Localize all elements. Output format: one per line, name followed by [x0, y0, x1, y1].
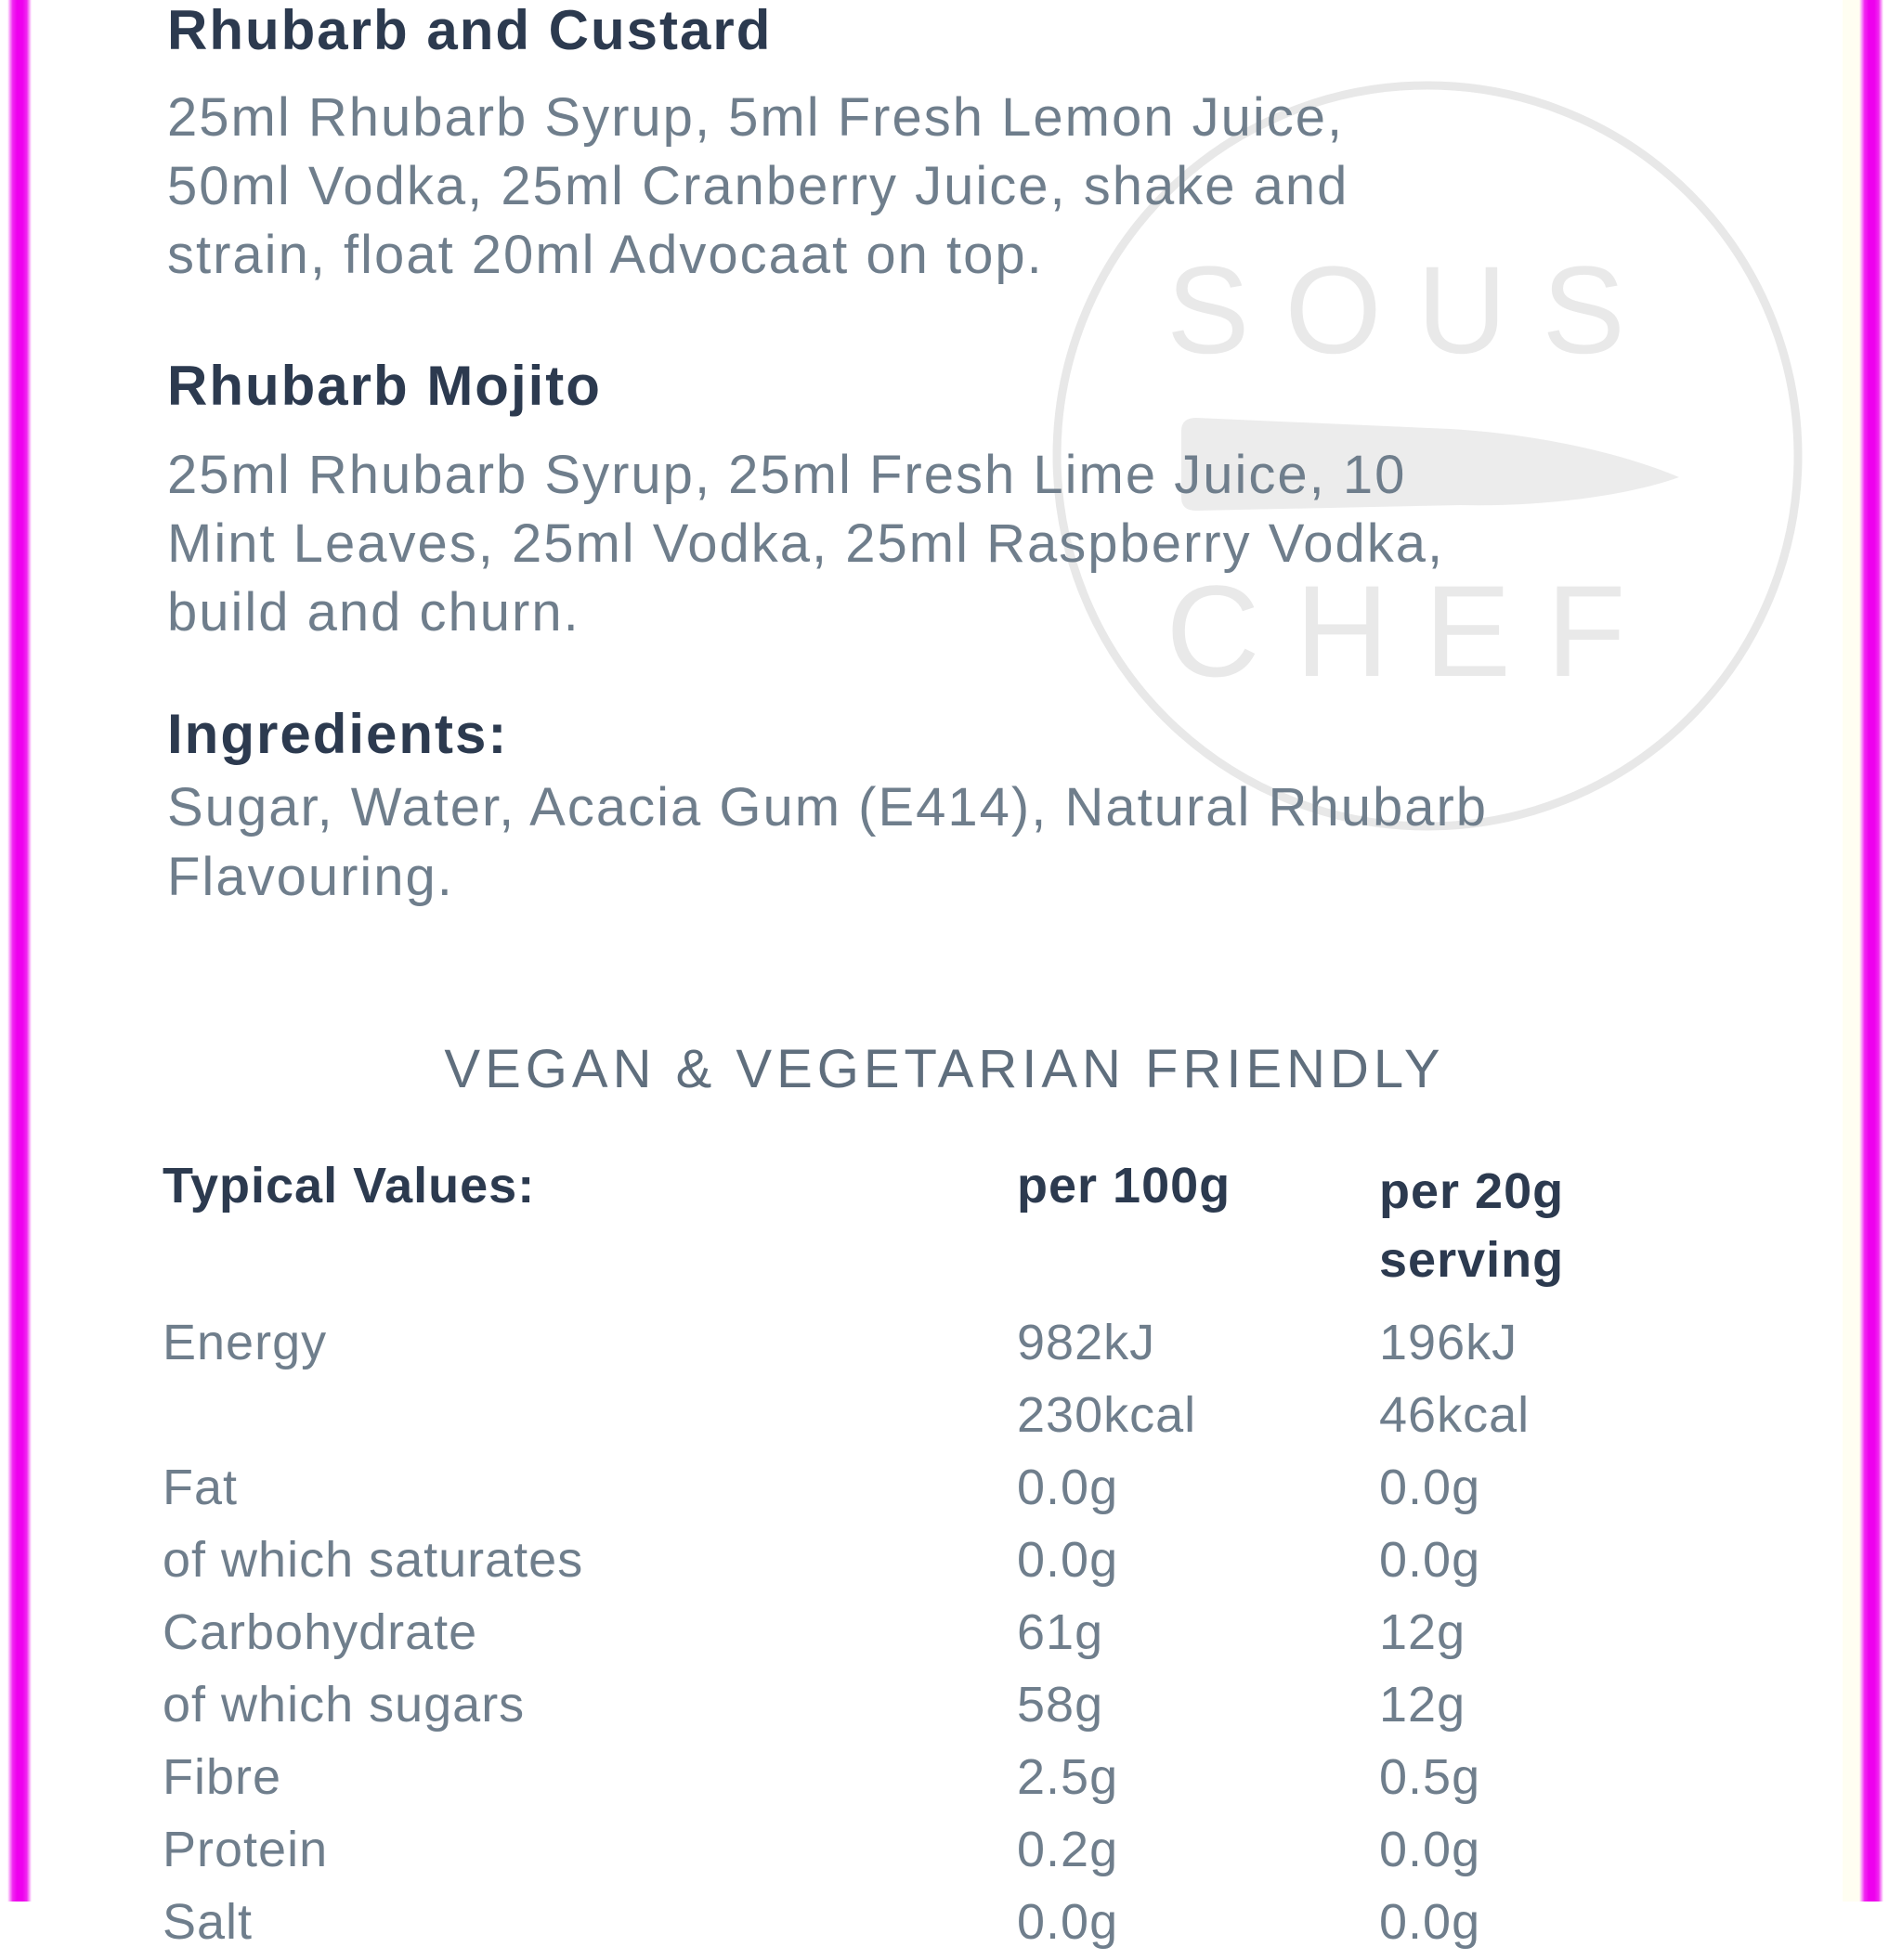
recipe-line: 25ml Rhubarb Syrup, 25ml Fresh Lime Juic… — [167, 445, 1407, 505]
row-value-per-20g: 12g — [1379, 1604, 1466, 1660]
recipe-line: Mint Leaves, 25ml Vodka, 25ml Raspberry … — [167, 513, 1445, 574]
row-value-per-100g: 0.0g — [1017, 1460, 1119, 1515]
watermark-circle — [1052, 81, 1803, 831]
row-value-per-20g: 12g — [1379, 1677, 1466, 1733]
row-value-per-100g: 982kJ — [1017, 1315, 1156, 1370]
row-label: Fat — [163, 1460, 239, 1515]
row-label: of which sugars — [163, 1677, 526, 1733]
row-label: Salt — [163, 1894, 254, 1950]
table-row-fibre: Fibre 2.5g 0.5g — [163, 1748, 1862, 1815]
knife-icon — [1181, 418, 1679, 511]
table-row-saturates: of which saturates 0.0g 0.0g — [163, 1531, 1862, 1598]
row-label: Protein — [163, 1822, 329, 1877]
nutrition-col-per-20g-serving: per 20g serving — [1379, 1163, 1565, 1288]
ingredients-heading: Ingredients: — [167, 703, 509, 765]
ingredients-line: Sugar, Water, Acacia Gum (E414), Natural… — [167, 777, 1489, 837]
recipe-text-rhubarb-and-custard: 25ml Rhubarb Syrup, 5ml Fresh Lemon Juic… — [167, 84, 1348, 290]
table-row-energy: Energy 982kJ 196kJ — [163, 1314, 1862, 1381]
row-label: Fibre — [163, 1749, 282, 1805]
row-value-per-100g: 0.2g — [1017, 1822, 1119, 1877]
cream-edge-band — [1843, 0, 1861, 1902]
ingredients-text: Sugar, Water, Acacia Gum (E414), Natural… — [167, 772, 1488, 912]
recipe-line: 25ml Rhubarb Syrup, 5ml Fresh Lemon Juic… — [167, 87, 1345, 148]
table-row-fat: Fat 0.0g 0.0g — [163, 1459, 1862, 1525]
row-label: Energy — [163, 1315, 328, 1370]
row-value-per-20g: 0.0g — [1379, 1822, 1481, 1877]
row-value-per-20g: 196kJ — [1379, 1315, 1518, 1370]
ingredients-line: Flavouring. — [167, 847, 454, 907]
table-row-sugars: of which sugars 58g 12g — [163, 1676, 1862, 1743]
row-value-per-20g: 0.0g — [1379, 1532, 1481, 1588]
row-value-per-20g: 0.5g — [1379, 1749, 1481, 1805]
product-label: { "label": { "accent_color": "#ee00ee", … — [7, 0, 1883, 1950]
recipe-line: strain, float 20ml Advocaat on top. — [167, 225, 1044, 285]
table-row-energy-kcal: 230kcal 46kcal — [163, 1386, 1862, 1453]
table-row-carbohydrate: Carbohydrate 61g 12g — [163, 1603, 1862, 1670]
row-value-per-20g: 46kcal — [1379, 1387, 1531, 1443]
row-value-per-100g: 58g — [1017, 1677, 1104, 1733]
table-row-salt-partial: Salt 0.0g 0.0g — [163, 1893, 1862, 1960]
row-value-per-20g: 0.0g — [1379, 1460, 1481, 1515]
row-value-per-20g: 0.0g — [1379, 1894, 1481, 1950]
watermark-text-chef: CHEF — [1166, 558, 1661, 704]
row-value-per-100g: 0.0g — [1017, 1532, 1119, 1588]
row-value-per-100g: 230kcal — [1017, 1387, 1197, 1443]
sous-chef-watermark: SOUS CHEF — [1052, 81, 1803, 831]
diet-note-banner: VEGAN & VEGETARIAN FRIENDLY — [444, 1039, 1445, 1099]
table-row-protein: Protein 0.2g 0.0g — [163, 1821, 1862, 1888]
nutrition-col-per-100g: per 100g — [1017, 1158, 1231, 1214]
recipe-line: build and churn. — [167, 582, 580, 643]
recipe-text-rhubarb-mojito: 25ml Rhubarb Syrup, 25ml Fresh Lime Juic… — [167, 441, 1444, 647]
left-border-stripe — [7, 0, 32, 1902]
row-label: of which saturates — [163, 1532, 584, 1588]
row-value-per-100g: 0.0g — [1017, 1894, 1119, 1950]
recipe-heading-rhubarb-and-custard: Rhubarb and Custard — [167, 0, 773, 61]
recipe-heading-rhubarb-mojito: Rhubarb Mojito — [167, 355, 602, 417]
row-value-per-100g: 61g — [1017, 1604, 1104, 1660]
right-border-stripe — [1859, 0, 1883, 1902]
row-value-per-100g: 2.5g — [1017, 1749, 1119, 1805]
row-label: Carbohydrate — [163, 1604, 478, 1660]
nutrition-table-title: Typical Values: — [163, 1158, 536, 1214]
recipe-line: 50ml Vodka, 25ml Cranberry Juice, shake … — [167, 156, 1349, 216]
watermark-text-sous: SOUS — [1166, 241, 1661, 380]
